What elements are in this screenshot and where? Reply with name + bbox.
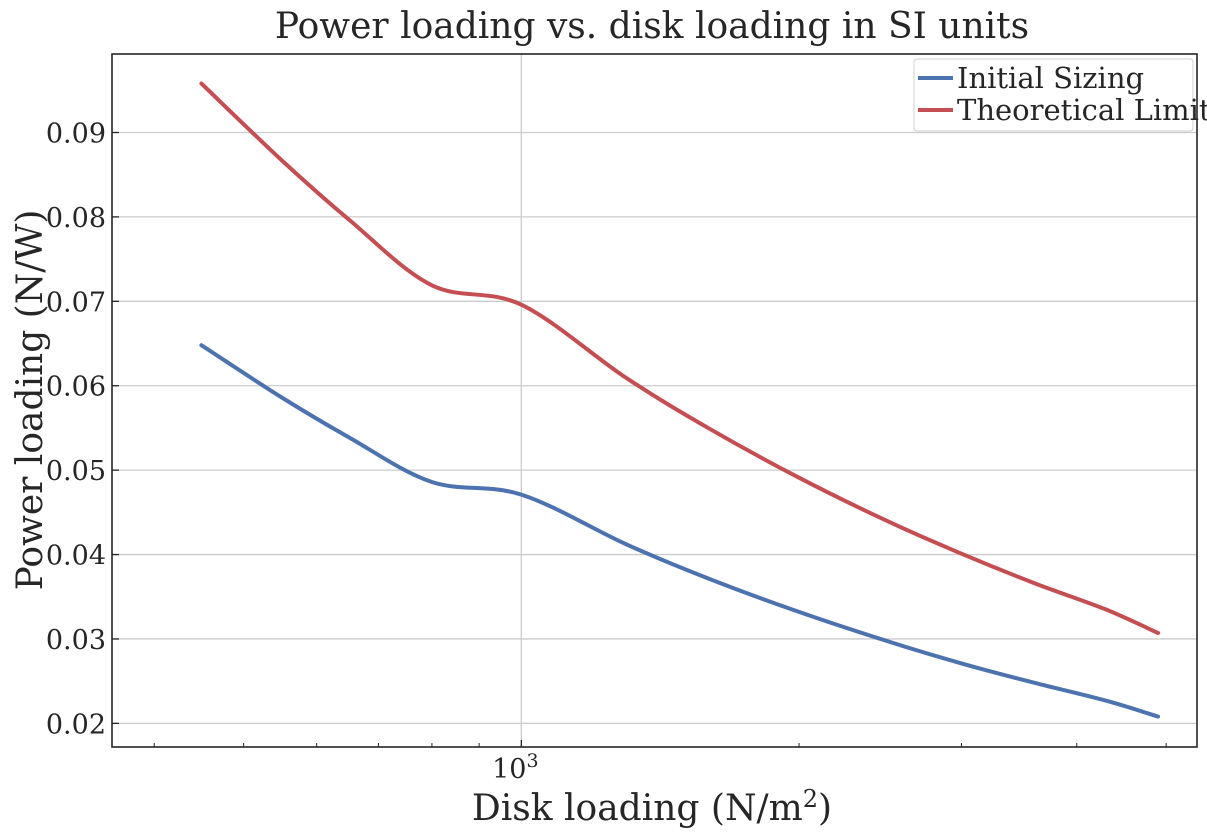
y-tick-label: 0.05 (46, 456, 106, 487)
series-line-1 (199, 343, 1161, 719)
y-tick-label: 0.06 (46, 372, 106, 403)
x-axis-label-superscript: 2 (803, 785, 818, 813)
y-tick-label: 0.09 (46, 119, 106, 150)
x-tick-label: 103 (492, 750, 538, 785)
y-tick-label: 0.03 (46, 625, 106, 656)
tick-labels: 0.02 0.03 0.04 0.05 0.06 0.07 0.08 0.09 103 (46, 119, 539, 785)
legend-box (913, 58, 1194, 132)
chart-title: Power loading vs. disk loading in SI uni… (275, 6, 1029, 47)
series-lines (199, 81, 1161, 719)
y-axis-label: Power loading (N/W) (10, 210, 51, 591)
legend-label: Theoretical Limit (957, 93, 1207, 127)
series-line-2 (199, 81, 1161, 635)
plot-frame (111, 53, 1198, 748)
y-tick-label: 0.08 (46, 203, 106, 234)
axis-ticks (112, 131, 1167, 747)
grid-lines (112, 54, 1197, 747)
y-tick-label: 0.07 (46, 287, 106, 318)
x-axis-label-text: Disk loading (N/m (472, 788, 803, 829)
x-axis-label-end: ) (818, 788, 832, 829)
y-tick-label: 0.04 (46, 541, 106, 572)
y-tick-label: 0.02 (46, 709, 106, 740)
legend-label: Initial Sizing (957, 61, 1144, 95)
x-axis-label: Disk loading (N/m2) (472, 785, 832, 829)
